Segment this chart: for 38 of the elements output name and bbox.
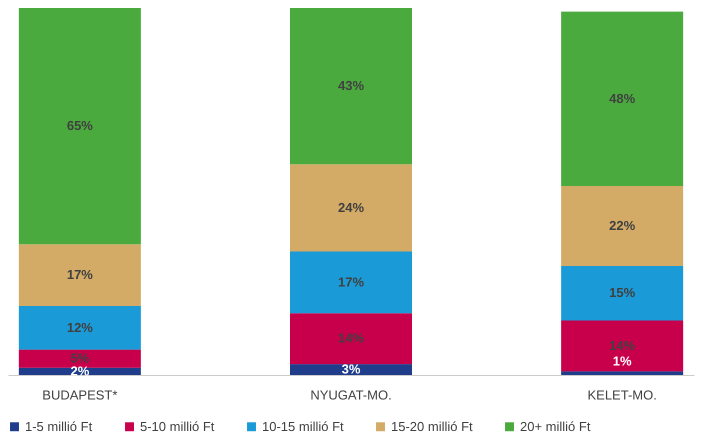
data-label: 17%	[66, 267, 94, 282]
bar	[561, 371, 684, 375]
data-label: 12%	[66, 320, 94, 335]
data-label: 14%	[609, 338, 636, 353]
legend-label: 5-10 millió Ft	[140, 418, 215, 434]
bar	[18, 8, 141, 244]
bar	[18, 350, 141, 368]
data-label: 43%	[338, 78, 364, 94]
bar	[290, 251, 412, 314]
bar	[290, 364, 412, 375]
data-label: 3%	[342, 362, 361, 377]
bar	[18, 306, 141, 350]
bar	[561, 320, 684, 372]
x-tick-label: NYUGAT-MO.	[310, 388, 392, 402]
bar	[290, 164, 412, 252]
bar	[290, 8, 412, 164]
bar	[18, 368, 141, 375]
legend-label: 10-15 millió Ft	[262, 418, 344, 434]
x-tick-label: BUDAPEST*	[42, 388, 118, 402]
bar	[561, 186, 684, 266]
data-label: 2%	[70, 363, 90, 378]
data-label: 65%	[66, 118, 94, 134]
legend-label: 1-5 millió Ft	[25, 418, 93, 434]
data-label: 24%	[338, 200, 364, 215]
data-label: 17%	[338, 274, 364, 290]
data-label: 5%	[70, 350, 90, 366]
data-label: 22%	[609, 218, 636, 234]
data-label: 14%	[338, 330, 364, 346]
legend-label: 20+ millió Ft	[520, 418, 591, 434]
bar	[561, 266, 684, 320]
bar	[290, 313, 412, 364]
x-tick-label: KELET-MO.	[587, 388, 657, 402]
data-label: 15%	[609, 285, 636, 300]
data-label: 48%	[609, 90, 636, 106]
bar	[18, 244, 141, 306]
data-label: 1%	[612, 353, 632, 368]
legend-label: 15-20 millió Ft	[391, 418, 474, 434]
bar	[561, 12, 684, 186]
